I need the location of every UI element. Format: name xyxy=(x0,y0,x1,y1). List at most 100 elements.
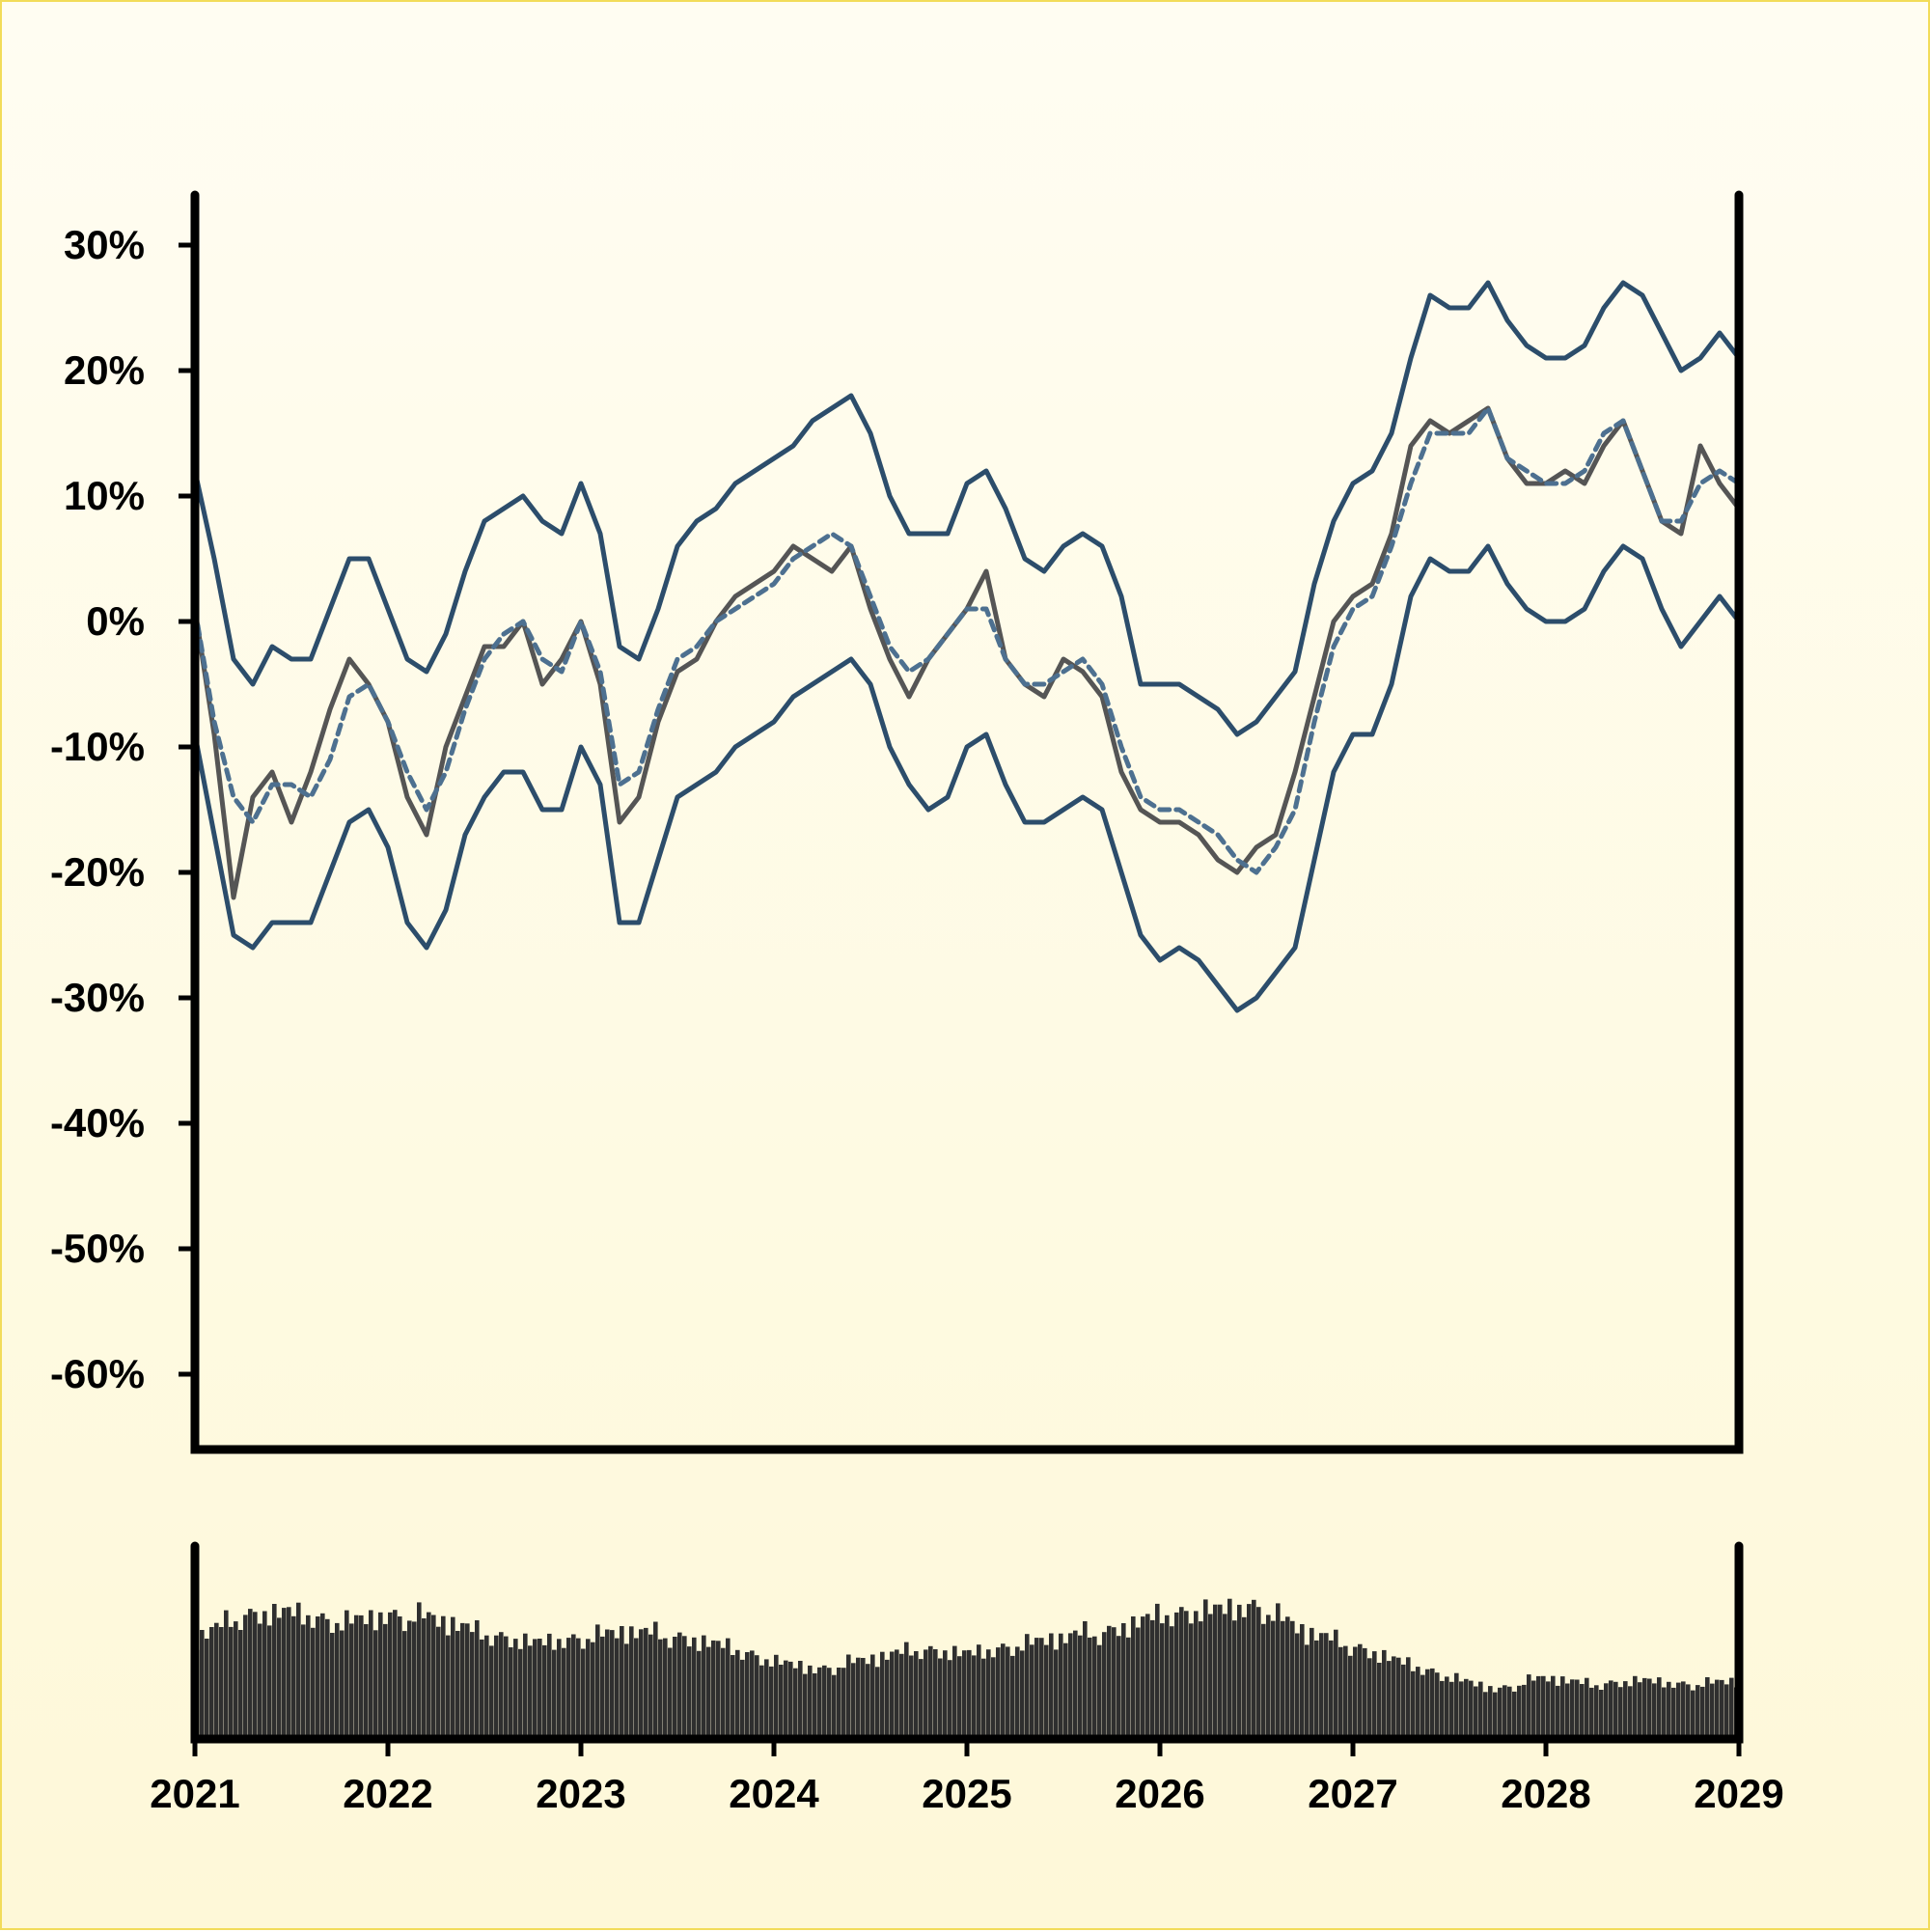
volume-bar xyxy=(1078,1635,1083,1739)
volume-bar xyxy=(509,1647,513,1739)
volume-bar xyxy=(1314,1640,1319,1739)
volume-bar xyxy=(1585,1677,1589,1739)
volume-bar xyxy=(591,1642,595,1739)
volume-bar xyxy=(267,1625,272,1739)
volume-bar xyxy=(1165,1615,1170,1739)
volume-bar xyxy=(1469,1680,1474,1739)
volume-bar xyxy=(547,1633,552,1739)
y-axis-ticks: 30% 20% 10% 0% -10% -20% -30% -40% -50% -60% xyxy=(50,222,195,1396)
volume-bar xyxy=(1618,1687,1623,1739)
volume-bar xyxy=(721,1647,726,1739)
volume-bar xyxy=(431,1615,436,1739)
moving-average-line xyxy=(192,405,1742,875)
volume-bar xyxy=(1700,1686,1705,1739)
volume-bar xyxy=(1724,1684,1729,1739)
y-tick-label: 30% xyxy=(64,222,145,267)
volume-bar xyxy=(436,1626,441,1739)
volume-bar xyxy=(272,1604,277,1739)
volume-bar xyxy=(1377,1663,1382,1739)
volume-bar xyxy=(1464,1678,1469,1739)
x-tick-label: 2028 xyxy=(1501,1771,1590,1816)
volume-bar xyxy=(1348,1655,1353,1739)
volume-bar xyxy=(480,1639,484,1739)
volume-bar xyxy=(827,1668,832,1739)
volume-bar xyxy=(253,1612,258,1739)
volume-bar xyxy=(977,1644,981,1739)
volume-bar xyxy=(967,1649,972,1739)
volume-bar xyxy=(1642,1677,1647,1739)
volume-bar xyxy=(981,1658,986,1739)
volume-bar xyxy=(470,1632,475,1739)
volume-bar xyxy=(764,1659,769,1739)
volume-bar xyxy=(287,1607,291,1739)
volume-bar xyxy=(441,1615,446,1739)
volume-bar xyxy=(943,1650,948,1739)
volume-bar xyxy=(909,1655,914,1739)
volume-bar xyxy=(1092,1636,1097,1739)
volume-bar xyxy=(1691,1690,1696,1739)
volume-bar xyxy=(1531,1680,1536,1739)
volume-bar xyxy=(523,1633,528,1739)
volume-bar xyxy=(200,1630,205,1739)
volume-bar xyxy=(740,1659,745,1739)
volume-bar xyxy=(427,1612,431,1739)
volume-bars xyxy=(195,1598,1739,1739)
volume-bar xyxy=(1223,1614,1227,1739)
volume-bar xyxy=(1623,1681,1628,1739)
volume-bar xyxy=(1256,1607,1261,1739)
volume-bar xyxy=(595,1624,600,1739)
volume-bar xyxy=(1474,1686,1478,1739)
volume-bar xyxy=(1034,1638,1039,1739)
volume-bar xyxy=(581,1648,586,1739)
y-tick-label: -40% xyxy=(50,1100,145,1145)
volume-bar xyxy=(330,1633,335,1739)
volume-bar xyxy=(489,1645,494,1739)
volume-bar xyxy=(798,1661,803,1739)
volume-bar xyxy=(1199,1621,1203,1739)
series-lines xyxy=(192,280,1742,1013)
volume-bar xyxy=(1266,1615,1271,1739)
volume-bar xyxy=(1676,1682,1681,1739)
volume-bar xyxy=(1179,1607,1184,1739)
volume-bar xyxy=(412,1621,417,1739)
volume-bar xyxy=(1503,1685,1507,1739)
volume-bar xyxy=(214,1622,219,1739)
volume-bar xyxy=(1271,1620,1276,1739)
volume-bar xyxy=(1686,1684,1691,1739)
volume-bar xyxy=(1382,1649,1387,1739)
volume-bar xyxy=(422,1618,427,1739)
volume-bar xyxy=(1155,1603,1160,1739)
volume-bar xyxy=(301,1624,306,1739)
volume-bar xyxy=(1580,1684,1585,1739)
volume-bar xyxy=(904,1642,909,1739)
volume-bar xyxy=(735,1649,740,1739)
y-tick-label: -20% xyxy=(50,849,145,895)
volume-bar xyxy=(475,1620,480,1739)
volume-bar xyxy=(1720,1679,1724,1739)
volume-bar xyxy=(1025,1634,1030,1739)
volume-bar xyxy=(1522,1684,1527,1739)
volume-bar xyxy=(1324,1633,1329,1739)
volume-bar xyxy=(1242,1616,1247,1739)
volume-bar xyxy=(205,1639,209,1739)
volume-bar xyxy=(1696,1685,1700,1739)
volume-bar xyxy=(1392,1656,1396,1739)
volume-bar xyxy=(1295,1633,1300,1739)
volume-bar xyxy=(779,1665,784,1739)
volume-bar xyxy=(663,1638,668,1739)
volume-bar xyxy=(446,1635,451,1739)
volume-bar xyxy=(1338,1646,1343,1739)
volume-bar xyxy=(924,1649,928,1739)
volume-bar xyxy=(1647,1678,1652,1739)
volume-bar xyxy=(890,1651,895,1739)
volume-bar xyxy=(1039,1638,1044,1739)
volume-bar xyxy=(1281,1620,1285,1739)
volume-bar xyxy=(1247,1604,1252,1739)
volume-bar xyxy=(634,1638,639,1739)
volume-bar xyxy=(219,1627,224,1739)
volume-bar xyxy=(1107,1625,1112,1739)
volume-bar xyxy=(644,1627,648,1739)
volume-bar xyxy=(1546,1681,1551,1739)
volume-bar xyxy=(962,1650,967,1739)
